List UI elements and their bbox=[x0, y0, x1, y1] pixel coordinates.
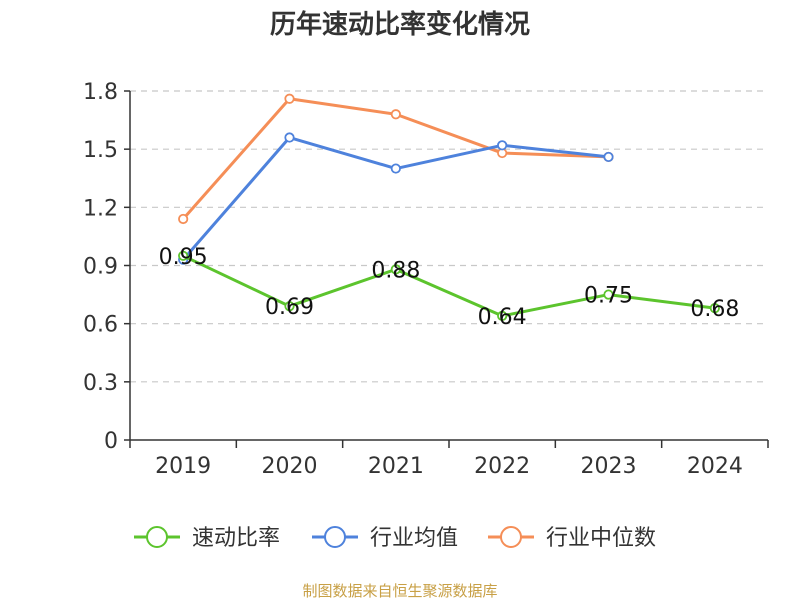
y-tick-label-0: 0 bbox=[104, 429, 118, 454]
grid bbox=[130, 90, 764, 383]
y-tick-label-3: 0.9 bbox=[83, 255, 118, 280]
legend-swatch-marker-2 bbox=[500, 526, 522, 548]
point-2-2019 bbox=[178, 213, 189, 225]
series-line-0 bbox=[182, 254, 716, 318]
point-0-2023 bbox=[603, 289, 614, 300]
legend-label-2: 行业中位数 bbox=[546, 526, 656, 551]
x-tick-label-2023: 2023 bbox=[581, 454, 637, 479]
chart-title: 历年速动比率变化情况 bbox=[270, 9, 530, 40]
y-tick-label-4: 1.2 bbox=[83, 196, 118, 221]
data-label-0-2020: 0.69 bbox=[265, 295, 314, 320]
legend-label-0: 速动比率 bbox=[192, 526, 280, 551]
data-label-0-2024: 0.68 bbox=[690, 297, 739, 322]
legend-swatch-marker-1 bbox=[324, 526, 346, 548]
point-0-2022 bbox=[497, 310, 508, 322]
point-1-2020 bbox=[284, 132, 295, 143]
axes: 0 0.3 0.6 0.9 1.2 1.5 1.8 2019 2020 2021 2022 2023 2… bbox=[83, 80, 769, 479]
legend-item-2[interactable]: 行业中位数 bbox=[488, 526, 656, 551]
point-2-2021 bbox=[390, 109, 401, 120]
y-tick-label-5: 1.5 bbox=[83, 138, 118, 163]
x-tick-label-2020: 2020 bbox=[262, 454, 318, 479]
source-note: 制图数据来自恒生聚源数据库 bbox=[302, 582, 497, 600]
data-label-0-2021: 0.88 bbox=[371, 258, 420, 283]
data-label-0-2019: 0.95 bbox=[159, 245, 208, 270]
point-2-2020 bbox=[284, 93, 295, 104]
point-1-2021 bbox=[390, 163, 401, 174]
legend-swatch-marker-0 bbox=[146, 526, 168, 548]
legend-item-0[interactable]: 速动比率 bbox=[134, 526, 280, 551]
y-tick-label-6: 1.8 bbox=[83, 80, 118, 105]
x-tick-label-2019: 2019 bbox=[155, 454, 211, 479]
x-tick-label-2024: 2024 bbox=[687, 454, 743, 479]
legend: 速动比率 行业均值 行业中位数 bbox=[134, 526, 656, 551]
legend-label-1: 行业均值 bbox=[370, 526, 458, 551]
data-labels: 0.95 0.69 0.88 0.64 0.75 0.68 bbox=[159, 245, 740, 330]
point-0-2024 bbox=[709, 303, 720, 314]
y-tick-label-1: 0.3 bbox=[83, 371, 118, 396]
x-tick-label-2022: 2022 bbox=[474, 454, 530, 479]
legend-item-1[interactable]: 行业均值 bbox=[312, 526, 458, 551]
point-0-2019 bbox=[178, 250, 189, 261]
data-label-0-2023: 0.75 bbox=[584, 284, 633, 309]
point-0-2021 bbox=[390, 264, 401, 275]
point-1-2022 bbox=[497, 140, 508, 151]
point-1-2023 bbox=[603, 151, 614, 163]
y-tick-label-2: 0.6 bbox=[83, 313, 118, 338]
series-layer bbox=[178, 93, 720, 322]
x-tick-label-2021: 2021 bbox=[368, 454, 424, 479]
data-label-0-2022: 0.64 bbox=[478, 305, 527, 330]
point-0-2020 bbox=[284, 301, 295, 312]
